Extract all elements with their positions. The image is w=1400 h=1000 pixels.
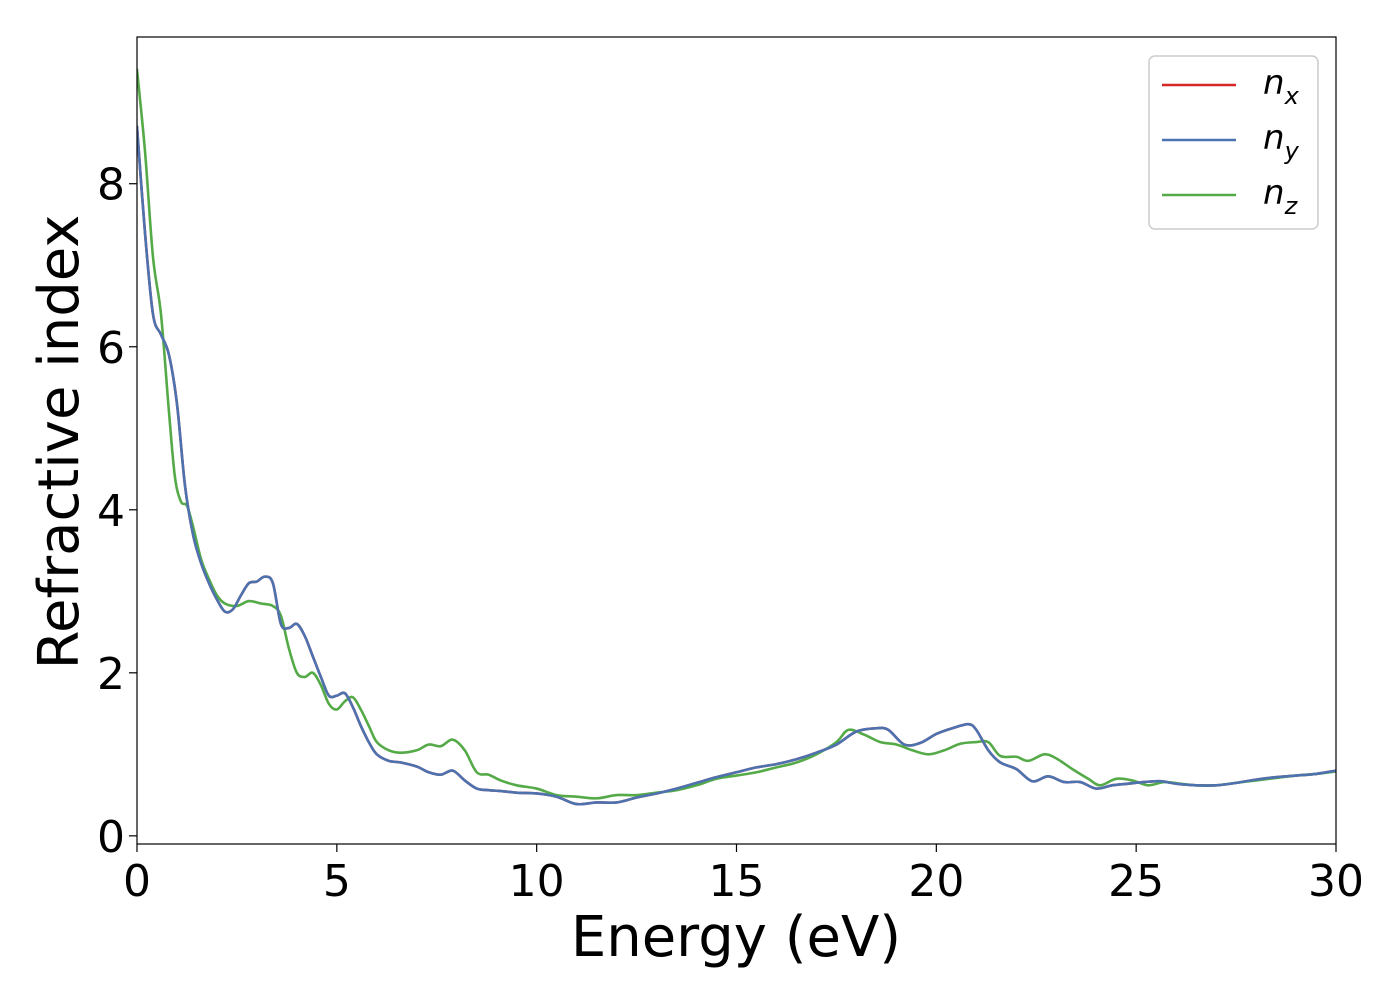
y-tick-label: 4 [97, 486, 125, 537]
y-axis-ticks: 0 2 4 6 8 [97, 160, 137, 863]
y-tick-label: 6 [97, 323, 125, 374]
y-axis-title: Refractive index [27, 215, 92, 670]
y-tick-label: 8 [97, 160, 125, 211]
x-tick-label: 15 [709, 856, 765, 907]
x-tick-label: 10 [509, 856, 565, 907]
y-tick-label: 2 [97, 649, 125, 700]
series-line-y [137, 125, 1336, 806]
series-layer [137, 68, 1336, 806]
y-tick-label: 0 [97, 812, 125, 863]
x-tick-label: 0 [123, 856, 151, 907]
legend-label-z: nz [1263, 173, 1299, 220]
series-line-z [137, 68, 1336, 800]
x-axis-title: Energy (eV) [571, 905, 901, 970]
x-tick-label: 5 [323, 856, 351, 907]
legend-box [1148, 55, 1319, 230]
x-tick-label: 30 [1308, 856, 1364, 907]
x-tick-label: 25 [1108, 856, 1164, 907]
x-axis-ticks: 0 5 10 15 20 25 30 [123, 844, 1364, 907]
x-tick-label: 20 [908, 856, 964, 907]
